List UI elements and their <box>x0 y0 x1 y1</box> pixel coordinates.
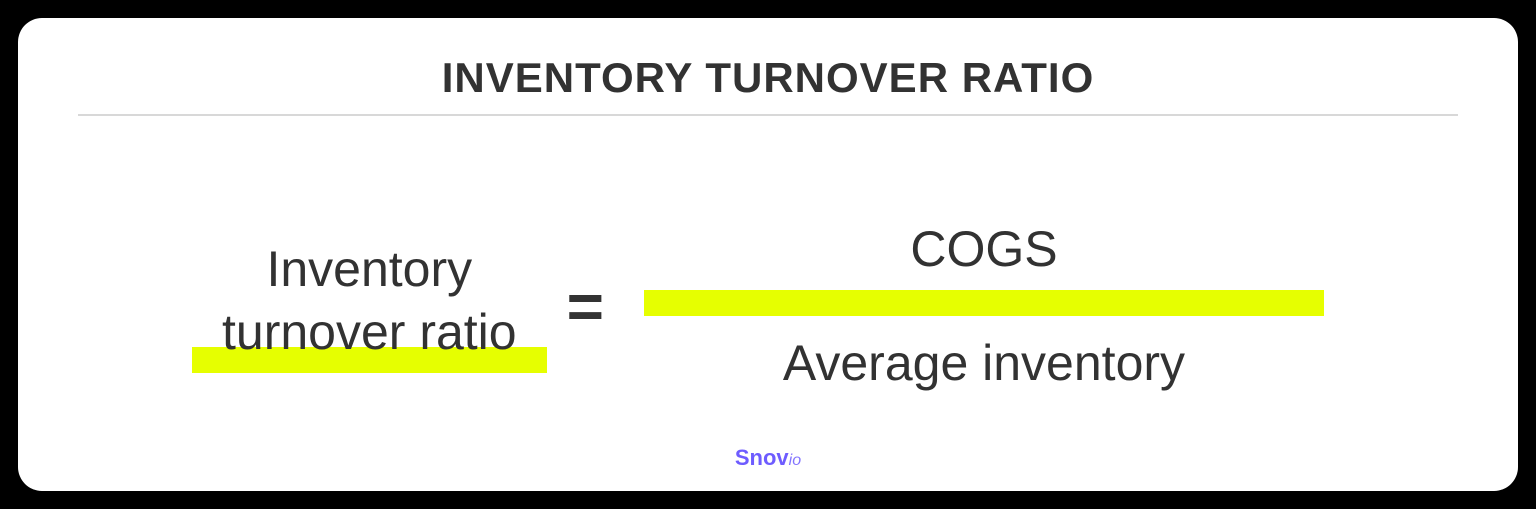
fraction-line <box>644 290 1324 316</box>
formula-card: INVENTORY TURNOVER RATIO Inventory turno… <box>18 18 1518 491</box>
formula-row: Inventory turnover ratio = COGS Average … <box>78 166 1458 445</box>
lhs-line1: Inventory <box>266 241 472 297</box>
footer: Snovio <box>78 445 1458 471</box>
formula-lhs: Inventory turnover ratio <box>212 238 527 373</box>
denominator: Average inventory <box>783 316 1185 392</box>
formula-rhs: COGS Average inventory <box>644 220 1324 392</box>
brand-main-text: Snov <box>735 445 789 470</box>
numerator: COGS <box>910 220 1057 290</box>
lhs-text: Inventory turnover ratio <box>222 238 517 363</box>
equals-sign: = <box>567 274 604 338</box>
brand-logo: Snovio <box>735 445 801 470</box>
lhs-line2: turnover ratio <box>222 304 517 360</box>
brand-sub-text: io <box>789 452 801 469</box>
card-title: INVENTORY TURNOVER RATIO <box>78 54 1458 102</box>
title-divider <box>78 114 1458 116</box>
fraction-highlight-bar <box>644 290 1324 316</box>
title-section: INVENTORY TURNOVER RATIO <box>78 54 1458 102</box>
